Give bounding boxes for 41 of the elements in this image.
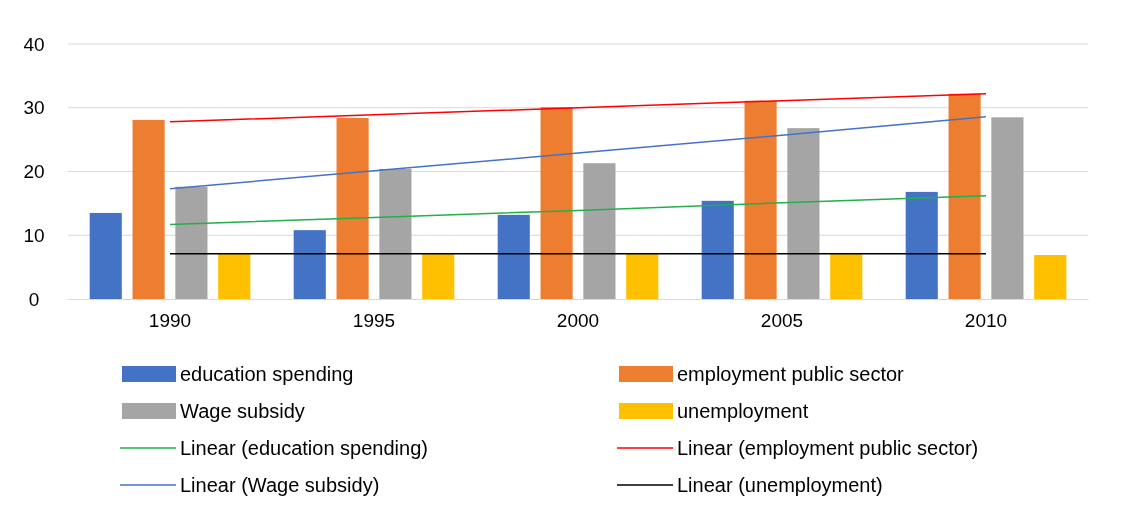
x-tick-label: 2000 [556, 309, 600, 331]
legend-label: education spending [180, 363, 354, 385]
bar [991, 117, 1024, 299]
y-tick-label: 10 [23, 224, 45, 246]
bar [175, 186, 208, 299]
y-tick-label: 40 [23, 33, 45, 55]
bar [948, 93, 981, 299]
line-series [169, 115, 987, 190]
x-tick-label: 1995 [352, 309, 396, 331]
y-tick-label: 30 [23, 97, 45, 119]
bar [701, 200, 734, 299]
bar [787, 128, 820, 299]
bar [422, 253, 455, 299]
line-series [169, 194, 987, 226]
bar [540, 107, 573, 299]
x-tick-label: 2005 [760, 309, 804, 331]
bar [379, 168, 412, 299]
line-series [169, 92, 987, 123]
bar [89, 212, 122, 299]
bar [336, 117, 369, 299]
y-tick-label: 0 [28, 288, 40, 310]
bar [132, 119, 165, 299]
bar [293, 230, 326, 299]
bar [497, 214, 530, 299]
legend-label: Linear (education spending) [180, 437, 428, 459]
legend-label: Linear (employment public sector) [677, 437, 979, 459]
bar [744, 100, 777, 299]
x-tick-label: 1990 [148, 309, 192, 331]
legend-label: unemployment [677, 400, 809, 422]
y-tick-label: 20 [23, 161, 45, 183]
bar [1034, 255, 1067, 299]
bar [905, 191, 938, 299]
bar [830, 253, 863, 299]
bar [626, 253, 659, 299]
legend-label: Linear (unemployment) [677, 474, 883, 496]
x-tick-label: 2010 [964, 309, 1008, 331]
bar [583, 163, 616, 299]
legend-label: employment public sector [677, 363, 905, 385]
legend-label: Wage subsidy [180, 400, 305, 422]
legend-label: Linear (Wage subsidy) [180, 474, 380, 496]
bar [218, 253, 251, 299]
